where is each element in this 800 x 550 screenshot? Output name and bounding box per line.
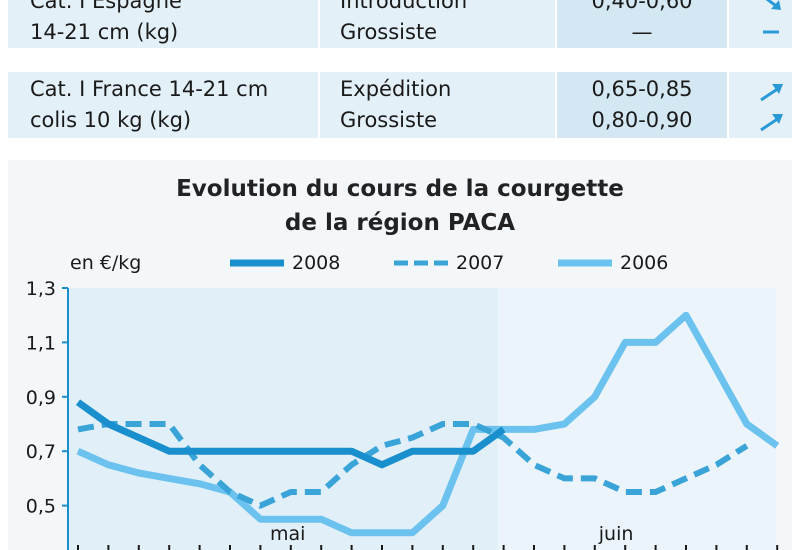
y-unit-label: en €/kg [70, 252, 142, 274]
table-row-france: Cat. I France 14-21 cm colis 10 kg (kg) … [8, 72, 792, 138]
price-value: 0,65-0,85 [591, 77, 693, 101]
legend-swatch-2006 [558, 259, 612, 267]
price-table: Cat. I Espagne 14-21 cm (kg) Introductio… [0, 0, 800, 150]
price-value: 0,80-0,90 [591, 108, 693, 132]
stage-label: Grossiste [340, 108, 438, 132]
flat-dash-icon [763, 30, 779, 34]
product-name-line: colis 10 kg (kg) [30, 108, 192, 132]
y-tick-label: 0,7 [26, 441, 56, 463]
row-prices: 0,40-0,60 — [557, 0, 727, 48]
row-trends [729, 0, 792, 48]
plot-bg-may [68, 288, 498, 550]
price-value: — [631, 20, 653, 44]
row-product-name: Cat. I Espagne 14-21 cm (kg) [8, 0, 318, 48]
row-product-name: Cat. I France 14-21 cm colis 10 kg (kg) [8, 72, 318, 138]
row-stages: Expédition Grossiste [320, 72, 555, 138]
up-arrow-icon [760, 84, 783, 102]
stage-label: Expédition [340, 77, 452, 101]
legend-label-2007: 2007 [456, 252, 505, 274]
month-label: mai [270, 523, 305, 545]
legend-item-2008: 2008 [228, 252, 340, 274]
legend-label-2008: 2008 [292, 252, 341, 274]
legend-swatch-2007 [394, 260, 448, 266]
legend-swatch-2008 [230, 259, 284, 267]
up-arrow-icon [760, 114, 783, 132]
legend-item-2007: 2007 [392, 252, 504, 274]
plot-bg-june [497, 288, 776, 550]
y-tick-label: 1,1 [26, 332, 56, 354]
price-value: 0,40-0,60 [591, 0, 693, 13]
down-arrow-icon [765, 0, 781, 10]
chart-title-line-2: de la région PACA [284, 210, 516, 236]
month-label: juin [598, 523, 634, 545]
stage-label: Introduction [340, 0, 468, 13]
chart-title-line-1: Evolution du cours de la courgette [176, 176, 624, 202]
product-name-line: Cat. I Espagne [30, 0, 182, 13]
product-name-line: Cat. I France 14-21 cm [30, 77, 269, 101]
table-row-espagne: Cat. I Espagne 14-21 cm (kg) Introductio… [8, 0, 792, 48]
stage-label: Grossiste [340, 20, 438, 44]
row-prices: 0,65-0,85 0,80-0,90 [557, 72, 727, 138]
series-line-2006 [76, 311, 780, 537]
row-trends [729, 72, 792, 138]
series-line-2008 [75, 399, 506, 469]
product-name-line: 14-21 cm (kg) [30, 20, 179, 44]
y-tick-label: 0,9 [26, 387, 56, 409]
y-tick-label: 1,3 [26, 278, 56, 300]
legend-item-2006: 2006 [556, 252, 668, 274]
y-tick-label: 0,5 [26, 496, 56, 518]
legend-label-2006: 2006 [620, 252, 669, 274]
row-stages: Introduction Grossiste [320, 0, 555, 48]
